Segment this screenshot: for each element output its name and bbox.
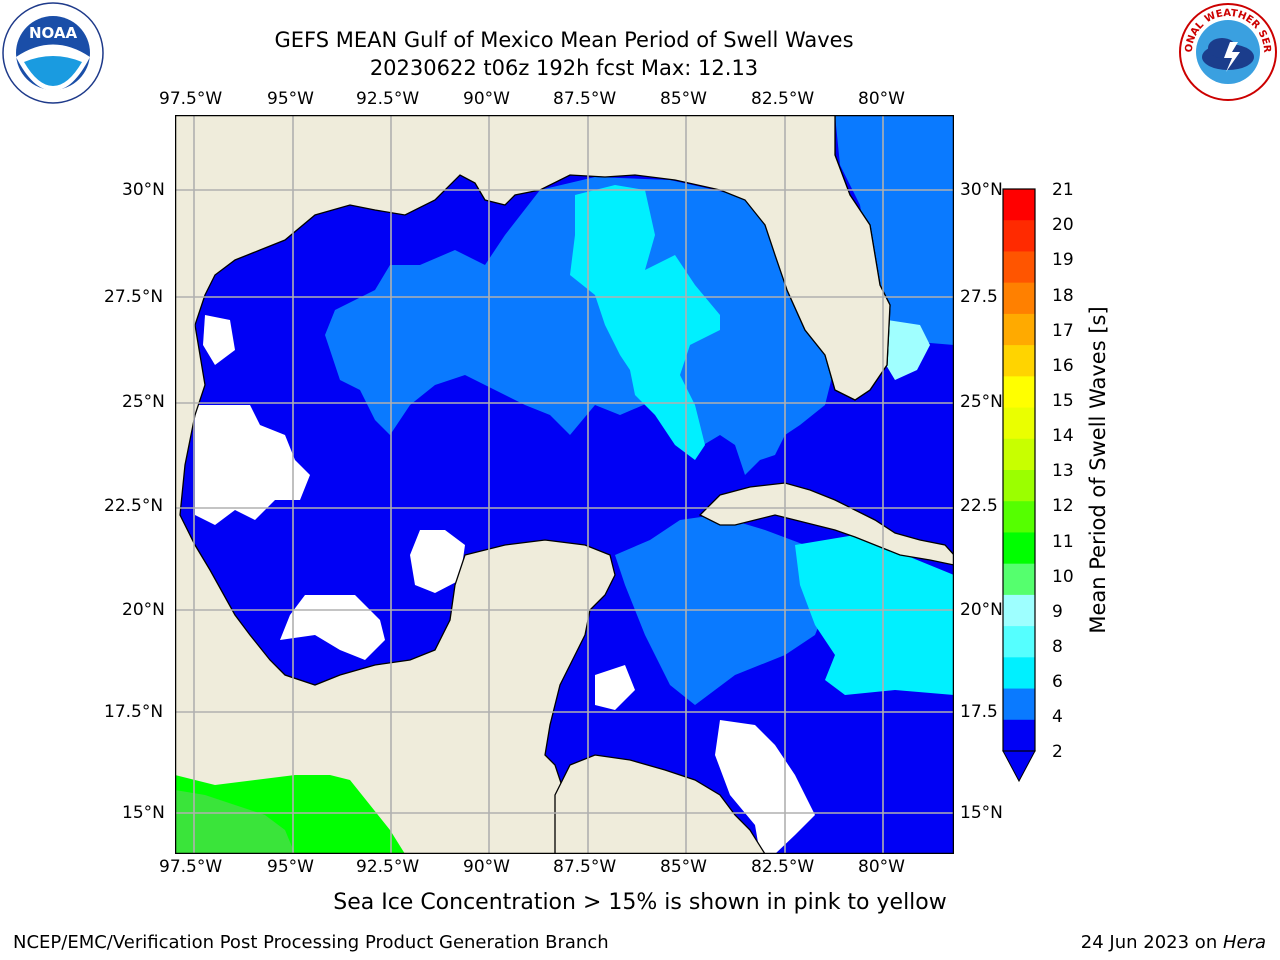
lon-label: 90°W [463, 857, 510, 877]
footer-host: Hera [1222, 932, 1266, 953]
nodata-patch-sw [280, 595, 385, 660]
swell-region-pacific-lime [175, 790, 295, 854]
lat-label: 15°N [122, 803, 165, 823]
colorbar-swatch [1003, 563, 1035, 596]
lat-label: 17.5°N [104, 702, 164, 722]
lon-label: 97.5°W [159, 89, 223, 109]
lon-label: 97.5°W [159, 857, 223, 877]
map-graticule [175, 115, 954, 854]
lon-label: 82.5°W [751, 857, 815, 877]
lon-label: 95°W [267, 857, 314, 877]
colorbar-swatch [1003, 470, 1035, 502]
colorbar-swatch [1003, 189, 1035, 221]
swell-region-mid [325, 177, 835, 475]
footer-date: 24 Jun 2023 on Hera [1081, 932, 1266, 953]
colorbar-swatches [1003, 189, 1035, 752]
colorbar-tick-label: 13 [1052, 461, 1074, 481]
colorbar-tick-label: 4 [1052, 707, 1063, 727]
lon-label: 87.5°W [553, 89, 617, 109]
colorbar [1002, 188, 1036, 783]
colorbar-tick-label: 2 [1052, 742, 1063, 762]
colorbar-extend-arrow [1002, 750, 1036, 783]
colorbar-tick-label: 9 [1052, 602, 1063, 622]
nws-logo: NATIONAL WEATHER SERVICE [1178, 2, 1277, 101]
nodata-patch-west [195, 405, 310, 525]
nodata-patch-nw [203, 315, 235, 365]
colorbar-frame [1002, 188, 1036, 752]
colorbar-swatch [1003, 438, 1035, 471]
chart-title: GEFS MEAN Gulf of Mexico Mean Period of … [274, 28, 854, 52]
sea-ice-note: Sea Ice Concentration > 15% is shown in … [333, 890, 947, 915]
noaa-logo-text: NOAA [29, 24, 78, 42]
colorbar-tick-label: 11 [1052, 532, 1074, 552]
lat-label: 20°N [122, 600, 165, 620]
lon-label: 85°W [660, 89, 707, 109]
nodata-patch-yucatan [595, 665, 635, 710]
swell-region-cyan-caribbean [795, 535, 954, 695]
colorbar-label: Mean Period of Swell Waves [s] [1086, 306, 1110, 634]
colorbar-swatch [1003, 501, 1035, 533]
colorbar-tick-label: 21 [1052, 180, 1074, 200]
colorbar-swatch [1003, 220, 1035, 252]
lat-label: 30°N [960, 180, 1003, 200]
footer-date-text: 24 Jun 2023 on [1080, 932, 1223, 953]
lat-label: 25°N [122, 392, 165, 412]
map-frame [175, 115, 954, 854]
lat-label: 17.5 [960, 702, 998, 722]
lat-label: 27.5°N [104, 287, 164, 307]
lat-label: 22.5°N [104, 496, 164, 516]
lat-label: 15°N [960, 803, 1003, 823]
colorbar-swatch [1003, 719, 1035, 752]
colorbar-swatch [1003, 282, 1035, 315]
nodata-patch-center [410, 530, 465, 593]
lon-label: 80°W [858, 89, 905, 109]
lat-label: 30°N [122, 180, 165, 200]
land-cuba [698, 482, 954, 566]
colorbar-tick-label: 10 [1052, 567, 1074, 587]
lat-label: 27.5 [960, 287, 998, 307]
colorbar-tick-label: 8 [1052, 637, 1063, 657]
colorbar-swatch [1003, 657, 1035, 690]
colorbar-swatch [1003, 376, 1035, 409]
lon-label: 92.5°W [356, 857, 420, 877]
land-us-gulf-coast [175, 115, 891, 854]
lon-label: 92.5°W [356, 89, 420, 109]
lon-label: 80°W [858, 857, 905, 877]
colorbar-swatch [1003, 688, 1035, 721]
lat-label: 20°N [960, 600, 1003, 620]
lon-label: 85°W [660, 857, 707, 877]
swell-region-lightcyan [883, 320, 930, 380]
colorbar-tick-label: 19 [1052, 250, 1074, 270]
colorbar-tick-label: 15 [1052, 391, 1074, 411]
lat-label: 22.5 [960, 496, 998, 516]
land-central-america [554, 754, 766, 854]
noaa-logo: NOAA [2, 2, 104, 104]
swell-region-mid-atlantic [835, 115, 954, 345]
lon-label: 87.5°W [553, 857, 617, 877]
colorbar-tick-label: 18 [1052, 286, 1074, 306]
colorbar-tick-label: 12 [1052, 496, 1074, 516]
colorbar-swatch [1003, 594, 1035, 627]
lon-label: 90°W [463, 89, 510, 109]
footer-credit: NCEP/EMC/Verification Post Processing Pr… [13, 932, 609, 953]
colorbar-tick-label: 16 [1052, 356, 1074, 376]
colorbar-swatch [1003, 251, 1035, 284]
lon-label: 95°W [267, 89, 314, 109]
colorbar-swatch [1003, 313, 1035, 346]
map-panel [175, 115, 954, 854]
chart-subtitle: 20230622 t06z 192h fcst Max: 12.13 [369, 56, 759, 80]
lat-label: 25°N [960, 392, 1003, 412]
lon-label: 82.5°W [751, 89, 815, 109]
colorbar-swatch [1003, 532, 1035, 565]
colorbar-swatch [1003, 407, 1035, 440]
colorbar-tick-label: 20 [1052, 215, 1074, 235]
nodata-patch-caribbean [715, 720, 815, 854]
colorbar-swatch [1003, 345, 1035, 377]
colorbar-tick-label: 17 [1052, 321, 1074, 341]
colorbar-swatch [1003, 626, 1035, 658]
colorbar-tick-label: 6 [1052, 672, 1063, 692]
swell-region-cyan [570, 185, 720, 460]
colorbar-tick-label: 14 [1052, 426, 1074, 446]
